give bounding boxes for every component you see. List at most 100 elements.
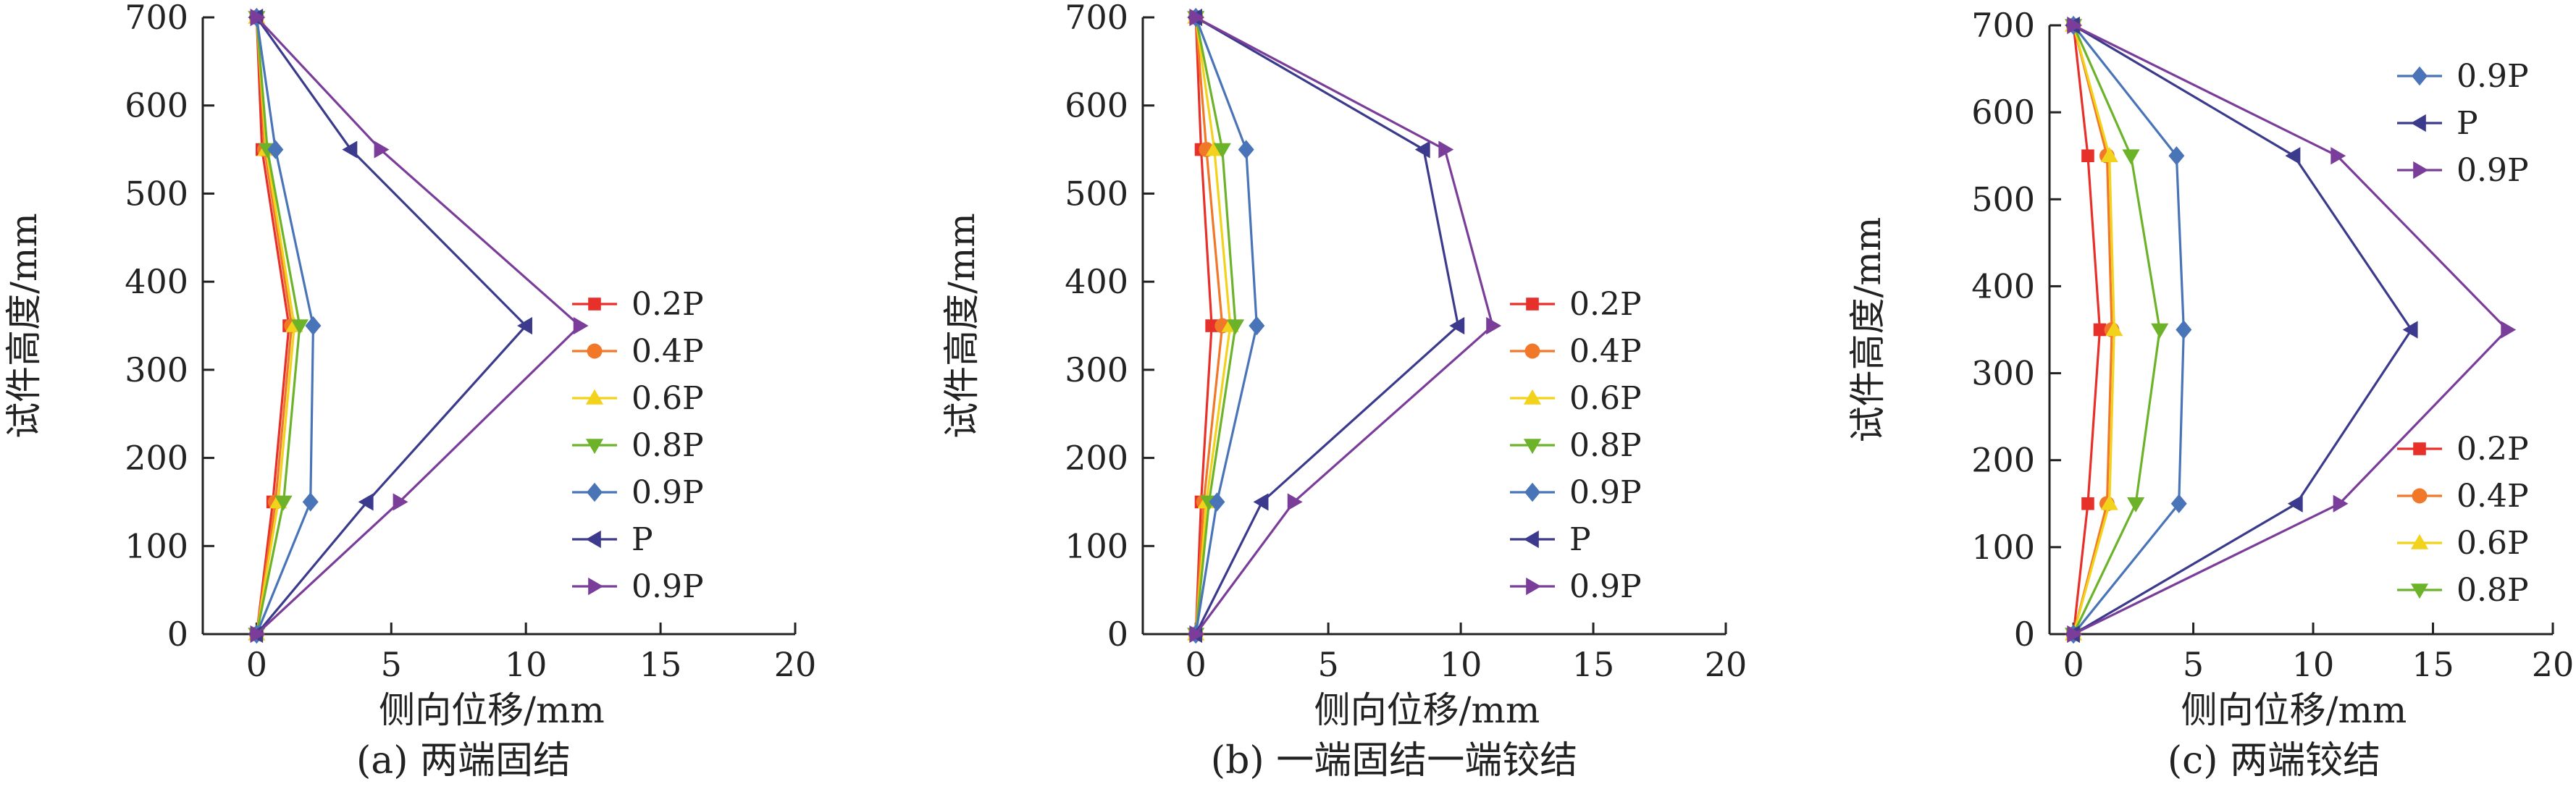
panel-caption: (b) 一端固结一端铰结 [1211,739,1577,783]
data-point [2100,494,2118,510]
legend-label: P [632,521,653,558]
legend-label: 0.9P [1569,474,1642,511]
x-axis-title: 侧向位移/mm [2181,689,2407,731]
y-tick-label: 700 [1065,0,1128,37]
legend-marker [585,389,604,405]
legend-entry: 0.9P [1510,474,1642,511]
data-point [2127,497,2145,513]
legend-entry: 0.6P [1510,380,1642,417]
legend-label: 0.6P [632,380,704,417]
data-point [2081,497,2094,510]
series-0 [2067,19,2107,641]
legend-marker [1524,482,1540,502]
y-tick-label: 200 [1971,441,2035,480]
chart-panel-2: 0 5 10 15 200100200300400500600700侧向位移/mm试件高… [1847,6,2574,783]
legend-entry: 0.4P [1510,333,1642,370]
legend-label: P [1569,521,1591,558]
legend-entry: 0.8P [2397,572,2529,609]
x-tick-label: 0 [1186,645,1207,684]
legend-label: 0.2P [632,286,704,323]
data-point [267,140,284,159]
data-point [2067,16,2083,35]
data-point [2170,494,2187,513]
legend-entry: 0.4P [2397,478,2529,515]
data-point [1287,493,1303,511]
data-point [2105,321,2123,337]
data-point [1238,140,1254,159]
x-tick-label: 15 [2412,645,2454,684]
data-point [2151,323,2169,339]
legend-marker [2413,161,2429,180]
legend-label: 0.9P [2457,58,2529,95]
data-point [250,8,266,27]
series-line [2073,24,2509,636]
series-6 [1189,8,1502,644]
data-point [1449,316,1465,335]
y-tick-label: 100 [1065,526,1128,565]
data-point [1205,319,1218,332]
data-point [1438,140,1454,159]
legend-label: P [2457,105,2478,142]
legend-label: 0.2P [1569,286,1642,323]
y-tick-label: 400 [125,262,188,301]
x-tick-label: 20 [1705,645,1748,684]
data-point [2330,147,2346,165]
data-point [290,319,309,335]
legend-label: 0.9P [2457,152,2529,189]
x-axis-title: 侧向位移/mm [379,689,605,731]
legend-marker [588,298,601,311]
legend-entry: P [1510,521,1591,558]
x-tick-label: 5 [381,645,402,684]
data-point [2100,147,2118,163]
series-4 [2065,15,2192,644]
y-tick-label: 200 [1065,439,1128,478]
series-line [2073,24,2413,636]
data-point [1213,143,1231,159]
data-point [305,316,322,336]
legend-entry: 0.9P [1510,568,1642,605]
x-tick-label: 20 [2532,645,2575,684]
legend-entry: P [2397,105,2478,142]
x-axis-title: 侧向位移/mm [1314,689,1540,731]
legend-marker [2412,66,2428,86]
chart-panel-0: 0 5 10 15 200100200300400500600700侧向位移/mm试件高… [3,0,816,783]
series-6 [2067,16,2517,644]
data-point [2285,147,2301,165]
data-point [2333,494,2349,513]
y-tick-label: 0 [1107,615,1128,654]
legend-entry: 0.8P [1510,427,1642,464]
data-point [2176,320,2192,340]
y-tick-label: 700 [1971,6,2035,45]
legend-label: 0.8P [632,427,704,464]
legend-marker [2413,442,2426,455]
x-tick-label: 5 [2183,645,2204,684]
data-point [250,625,266,644]
series-6 [250,8,589,644]
panel-caption: (a) 两端固结 [356,739,571,783]
y-tick-label: 0 [167,615,188,654]
y-tick-label: 500 [125,174,188,213]
data-point [274,495,293,511]
y-tick-label: 300 [1065,350,1128,389]
legend-label: 0.8P [1569,427,1642,464]
legend-label: 0.8P [2457,572,2529,609]
y-tick-label: 100 [125,526,188,565]
legend-marker [1523,439,1542,455]
y-tick-label: 100 [1971,528,2035,567]
y-tick-label: 200 [125,439,188,478]
legend: 0.2P 0.4P 0.6P 0.8P 0.9P P 0.9P [1510,286,1642,605]
data-point [2287,494,2303,513]
panel-caption: (c) 两端铰结 [2168,739,2380,783]
legend-label: 0.2P [2457,431,2529,468]
legend-marker [587,343,603,359]
legend-entry: P [572,521,653,558]
legend-label: 0.6P [1569,380,1642,417]
data-point [2093,323,2107,337]
x-tick-label: 10 [1440,645,1482,684]
legend-entry: 0.9P [2397,152,2529,189]
data-point [358,493,374,511]
y-axis-title: 试件高度/mm [3,213,45,439]
x-tick-label: 15 [639,645,682,684]
data-point [1189,625,1205,644]
